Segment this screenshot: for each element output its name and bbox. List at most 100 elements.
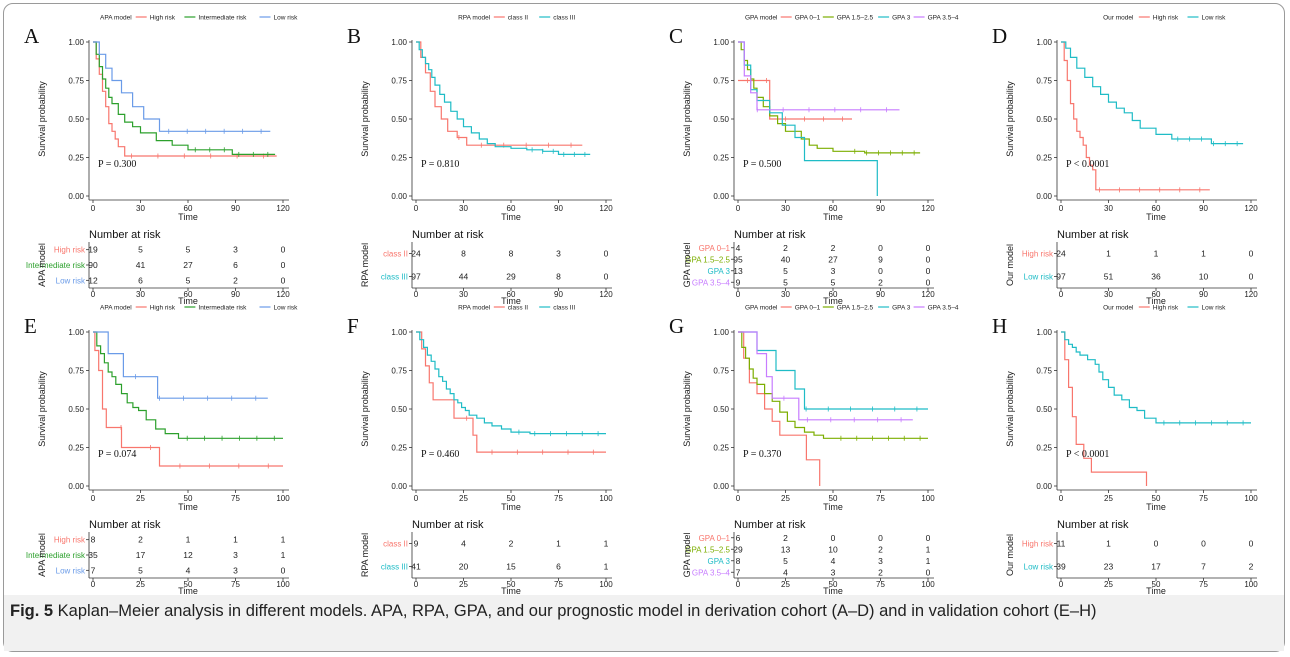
risk-table-title: Number at risk — [89, 519, 161, 531]
risk-table-title: Number at risk — [1057, 519, 1129, 531]
risk-value: 1 — [1106, 539, 1111, 549]
risk-value: 8 — [461, 249, 466, 259]
risk-value: 7 — [1201, 562, 1206, 572]
x-tick-label: 0 — [736, 204, 741, 213]
risk-table: Number at risk class II 9 4 2 1 1 class III 41 20… — [360, 519, 613, 596]
risk-row-label: Intermediate risk — [26, 261, 86, 270]
risk-value: 4 — [831, 556, 836, 566]
survival-curve — [738, 41, 878, 196]
risk-x-tick-label: 30 — [781, 290, 790, 299]
survival-curve — [738, 79, 852, 120]
risk-x-tick-label: 60 — [829, 290, 838, 299]
risk-value: 2 — [783, 243, 788, 253]
survival-curve — [93, 331, 283, 467]
legend: Our model High risk Low risk — [1103, 305, 1226, 312]
survival-curve — [1061, 41, 1210, 191]
x-axis-title: Time — [178, 502, 198, 512]
x-tick-label: 60 — [184, 204, 193, 213]
risk-value: 0 — [926, 533, 931, 543]
risk-value: 5 — [138, 245, 143, 255]
x-tick-label: 25 — [459, 494, 468, 503]
risk-x-tick-label: 90 — [554, 290, 563, 299]
x-tick-label: 25 — [781, 494, 790, 503]
risk-value: 40 — [781, 254, 791, 264]
y-tick-label: 1.00 — [713, 38, 729, 47]
risk-value: 35 — [88, 550, 98, 560]
risk-value: 3 — [556, 249, 561, 259]
risk-table-y-label: GPA model — [682, 533, 692, 578]
risk-value: 95 — [733, 254, 743, 264]
survival-curve — [738, 41, 900, 111]
risk-value: 0 — [281, 245, 286, 255]
risk-value: 0 — [878, 533, 883, 543]
risk-row-label: GPA 0–1 — [699, 534, 731, 543]
legend-label: High risk — [1153, 15, 1179, 22]
legend-label: GPA 0–1 — [795, 305, 821, 312]
risk-value: 29 — [733, 544, 743, 554]
risk-x-tick-label: 30 — [136, 290, 145, 299]
panel-letter: F — [347, 314, 359, 338]
figure-caption: Fig. 5 Kaplan–Meier analysis in differen… — [10, 600, 1272, 622]
y-axis-label: Survival probability — [360, 81, 370, 157]
survival-curve — [416, 331, 606, 435]
x-tick-label: 0 — [736, 494, 741, 503]
risk-x-tick-label: 25 — [1104, 580, 1113, 589]
risk-value: 10 — [828, 544, 838, 554]
risk-value: 1 — [1154, 249, 1159, 259]
x-tick-label: 60 — [829, 204, 838, 213]
risk-row-label: GPA 3.5–4 — [692, 278, 731, 287]
panel-letter: C — [669, 24, 683, 48]
risk-x-axis-title: Time — [501, 586, 521, 596]
risk-x-tick-label: 90 — [876, 290, 885, 299]
p-value: P = 0.370 — [743, 449, 781, 460]
risk-table-y-label: Our model — [1005, 244, 1015, 286]
x-tick-label: 60 — [507, 204, 516, 213]
risk-value: 9 — [878, 254, 883, 264]
y-axis-label: Survival probability — [682, 371, 692, 447]
risk-value: 0 — [1249, 272, 1254, 282]
y-tick-label: 0.50 — [713, 405, 729, 414]
x-tick-label: 30 — [781, 204, 790, 213]
legend-label: Intermediate risk — [198, 305, 247, 312]
risk-row-label: Low risk — [56, 276, 86, 285]
risk-value: 0 — [878, 243, 883, 253]
risk-value: 1 — [1201, 249, 1206, 259]
y-axis-label: Survival probability — [1005, 371, 1015, 447]
y-tick-label: 0.75 — [68, 367, 84, 376]
risk-value: 36 — [1151, 272, 1161, 282]
caption-text: Kaplan–Meier analysis in different model… — [53, 602, 1097, 620]
risk-x-axis-title: Time — [178, 296, 198, 306]
y-tick-label: 0.50 — [391, 115, 407, 124]
risk-value: 3 — [233, 550, 238, 560]
panel-h: H Survival probability 0.00 0.25 0.50 0.75 1.0… — [992, 305, 1258, 597]
risk-row-label: class II — [383, 250, 408, 259]
x-axis-title: Time — [178, 212, 198, 222]
legend-label: High risk — [150, 15, 176, 22]
legend-title: GPA model — [745, 15, 778, 22]
survival-curve — [93, 331, 268, 399]
legend-label: class III — [553, 305, 575, 312]
risk-x-tick-label: 0 — [91, 290, 96, 299]
risk-value: 6 — [138, 275, 143, 285]
x-tick-label: 0 — [91, 494, 96, 503]
risk-value: 2 — [878, 544, 883, 554]
panel-e: E Survival probability 0.00 0.25 0.50 0.75 1.0… — [24, 305, 298, 597]
risk-value: 2 — [878, 277, 883, 287]
risk-value: 27 — [828, 254, 838, 264]
y-tick-label: 1.00 — [713, 328, 729, 337]
risk-row-label: GPA 3 — [707, 267, 730, 276]
risk-x-tick-label: 90 — [1199, 290, 1208, 299]
risk-x-axis-title: Time — [823, 296, 843, 306]
panel-b: B Survival probability 0.00 0.25 0.50 0.75 1.0… — [347, 15, 613, 307]
risk-table-y-label: APA model — [37, 243, 47, 287]
risk-row-label: GPA 1.5–2.5 — [685, 255, 730, 264]
legend-label: High risk — [1153, 305, 1179, 312]
risk-row-label: GPA 1.5–2.5 — [685, 545, 730, 554]
risk-x-tick-label: 50 — [184, 580, 193, 589]
y-tick-label: 0.00 — [713, 192, 729, 201]
risk-value: 12 — [88, 275, 98, 285]
